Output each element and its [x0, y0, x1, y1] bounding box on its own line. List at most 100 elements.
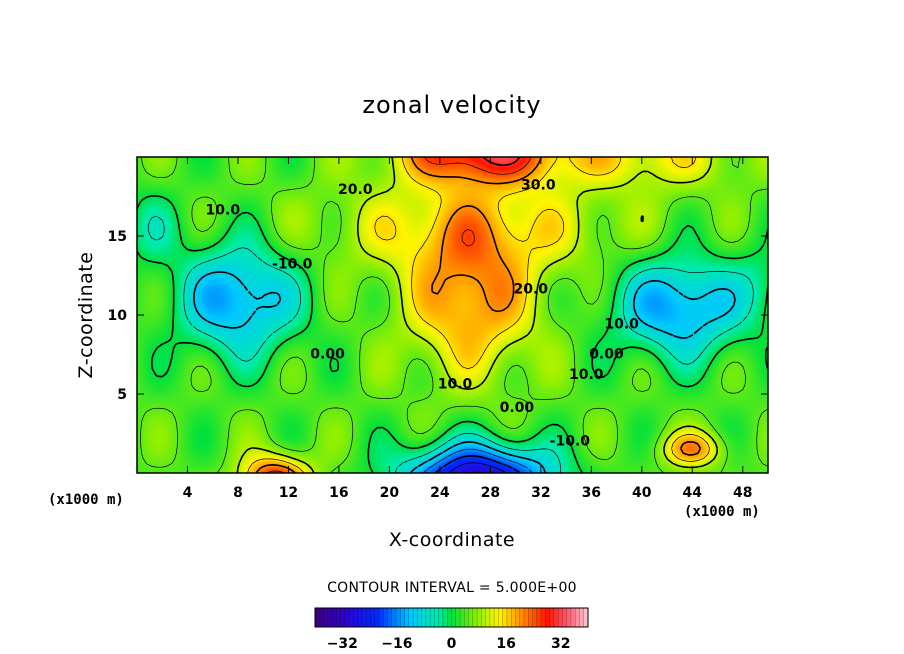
colorbar-swatch: [536, 608, 542, 627]
colorbar-swatch: [553, 608, 559, 627]
colorbar-swatch: [336, 608, 342, 627]
colorbar-swatch: [374, 608, 380, 627]
colorbar-swatch: [413, 608, 418, 627]
colorbar-swatch: [528, 608, 534, 627]
colorbar-swatch: [502, 608, 508, 627]
colorbar-swatch: [519, 608, 525, 627]
colorbar-swatch: [349, 608, 354, 627]
colorbar-swatch: [344, 608, 350, 627]
colorbar-swatch: [383, 608, 389, 627]
contour-label: 10.0: [604, 316, 639, 332]
colorbar-swatch: [370, 608, 376, 627]
colorbar-swatch: [532, 608, 538, 627]
colorbar-swatch: [378, 608, 384, 627]
x-axis-label: X-coordinate: [389, 529, 515, 551]
contour-label: -10.0: [550, 433, 591, 449]
colorbar-tick-label: 0: [447, 636, 457, 652]
colorbar-swatch: [455, 608, 461, 627]
x-tick-label: 8: [233, 485, 243, 501]
colorbar-swatch: [387, 608, 393, 627]
contour-line-30: [482, 157, 521, 167]
colorbar-swatch: [425, 608, 431, 627]
colorbar-swatch: [575, 608, 581, 627]
contour-label: -10.0: [272, 256, 313, 272]
colorbar-swatch: [430, 608, 436, 627]
x-axis-ticks: 4 8 12 16 20 24 28 32 36 40 44 48: [183, 157, 753, 501]
colorbar-swatch: [451, 608, 457, 627]
colorbar-swatch: [319, 608, 325, 627]
colorbar-swatch: [357, 608, 363, 627]
contour-label: 0.00: [589, 347, 624, 363]
colorbar-swatch: [464, 608, 470, 627]
contour-label: 20.0: [338, 182, 373, 198]
colorbar-swatch: [434, 608, 440, 627]
contour-label: 10.0: [438, 377, 473, 393]
y-axis-label: Z-coordinate: [75, 252, 97, 379]
colorbar-swatch: [315, 608, 320, 627]
colorbar-swatch: [472, 608, 478, 627]
x-tick-label: 4: [183, 485, 193, 501]
colorbar-swatch: [404, 608, 410, 627]
colorbar-swatch: [396, 608, 401, 627]
colorbar-swatch: [541, 608, 546, 627]
colorbar-swatch: [485, 608, 491, 627]
colorbar-swatch: [494, 608, 500, 627]
colorbar-swatch: [361, 608, 367, 627]
x-tick-label: 40: [632, 485, 652, 501]
colorbar-swatch: [353, 608, 359, 627]
colorbar-swatch: [323, 608, 329, 627]
colorbar-swatch: [477, 608, 482, 627]
y-axis-ticks: 5 10 15: [108, 229, 768, 403]
contour-label: 20.0: [513, 282, 548, 298]
colorbar-swatch: [579, 608, 585, 627]
colorbar-swatch: [366, 608, 372, 627]
colorbar-swatch: [468, 608, 474, 627]
x-unit-label-right: (x1000 m): [684, 504, 760, 520]
x-unit-label-left: (x1000 m): [48, 492, 124, 508]
x-tick-label: 20: [380, 485, 400, 501]
colorbar-swatch: [408, 608, 414, 627]
colorbar-swatch: [391, 608, 397, 627]
colorbar-swatch: [549, 608, 555, 627]
colorbar-tick-label: −16: [381, 636, 412, 652]
velocity-field-fill: [137, 157, 768, 473]
colorbar-swatch: [400, 608, 406, 627]
colorbar-swatch: [506, 608, 512, 627]
y-tick-label: 5: [117, 387, 127, 403]
colorbar-swatch: [562, 608, 568, 627]
colorbar-swatch: [442, 608, 448, 627]
colorbar-swatch: [511, 608, 517, 627]
y-tick-label: 15: [108, 229, 127, 245]
colorbar-swatch: [481, 608, 487, 627]
colorbar-swatch: [566, 608, 572, 627]
colorbar-swatch: [447, 608, 453, 627]
colorbar-tick-label: −32: [327, 636, 358, 652]
colorbar-frame: [314, 607, 589, 628]
contour-label: 10.0: [569, 367, 604, 383]
contour-label: 30.0: [521, 177, 556, 193]
x-tick-label: 16: [329, 485, 348, 501]
colorbar-swatch: [545, 608, 551, 627]
contour-label: 10.0: [206, 203, 241, 219]
colorbar-tick-label: 16: [496, 636, 515, 652]
y-tick-label: 10: [108, 308, 128, 324]
x-tick-label: 32: [531, 485, 550, 501]
colorbar-swatch: [340, 608, 346, 627]
colorbar-swatch: [583, 608, 589, 627]
contour-line-neg10: [193, 271, 736, 473]
chart-title: zonal velocity: [362, 91, 541, 119]
contour-line-neg5: [147, 215, 754, 473]
colorbar-swatch: [460, 608, 465, 627]
x-tick-label: 36: [582, 485, 601, 501]
contour-label: 0.00: [310, 347, 345, 363]
colorbar-swatch: [438, 608, 444, 627]
contour-line-neg15: [422, 448, 533, 473]
contour-line-0: [137, 195, 768, 473]
x-tick-label: 28: [481, 485, 500, 501]
x-tick-label: 48: [733, 485, 752, 501]
colorbar-swatch: [327, 608, 333, 627]
colorbar-tick-label: 32: [551, 636, 570, 652]
colorbar-swatch: [515, 608, 521, 627]
contour-label: 0.00: [500, 400, 535, 416]
